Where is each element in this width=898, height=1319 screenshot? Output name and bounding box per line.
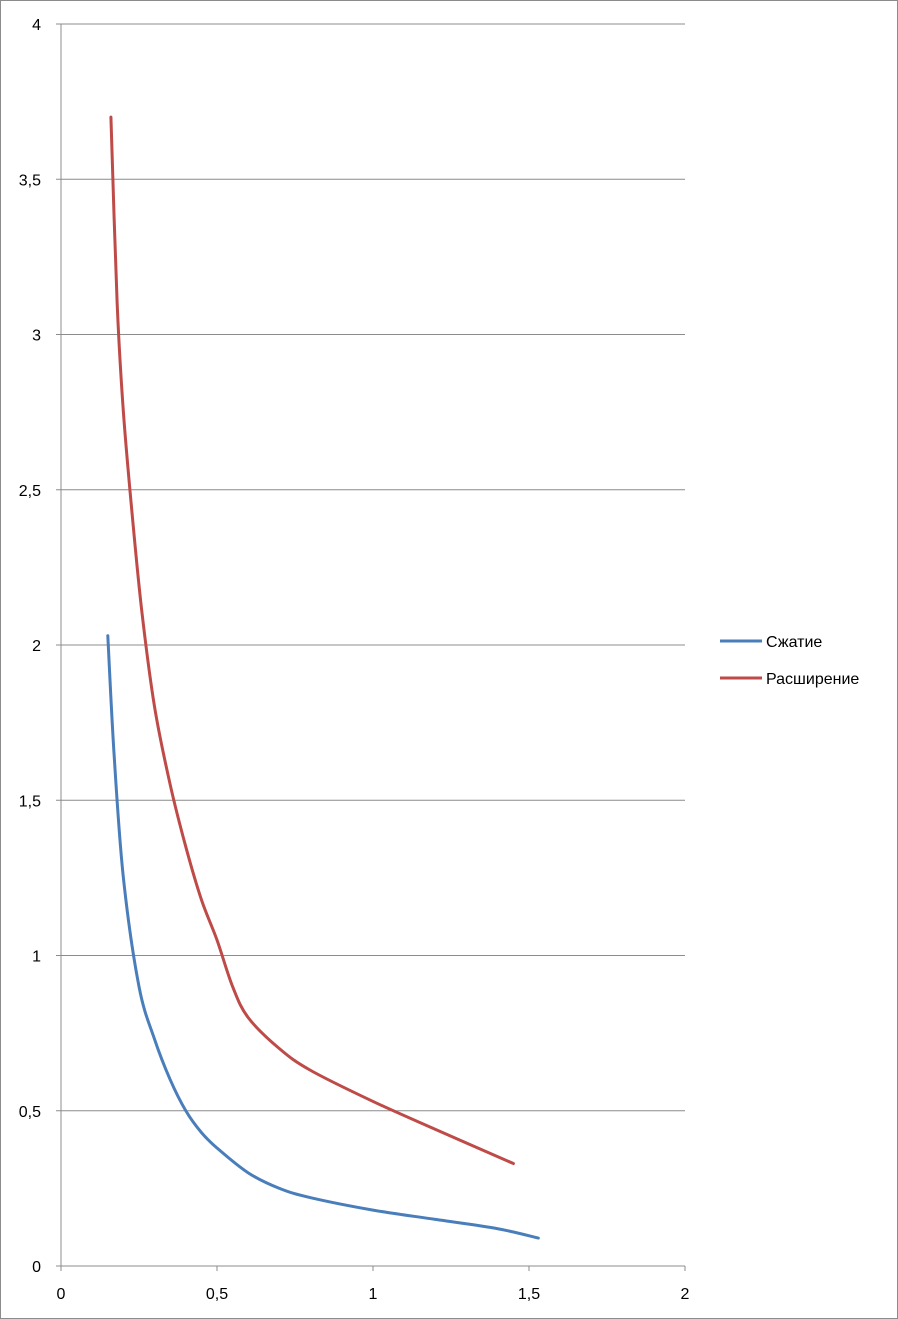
y-tick-label: 2,5 [19, 483, 41, 500]
y-tick-label: 3,5 [19, 172, 41, 189]
x-tick-label: 0 [57, 1286, 66, 1303]
axes [56, 23, 686, 1271]
x-tick-label: 1 [369, 1286, 378, 1303]
x-tick-label: 2 [681, 1286, 690, 1303]
y-tick-label: 1,5 [19, 793, 41, 810]
x-tick-label: 1,5 [518, 1286, 540, 1303]
gridlines [61, 23, 685, 1112]
y-tick-label: 0 [32, 1259, 41, 1276]
y-tick-label: 0,5 [19, 1104, 41, 1121]
y-axis-tick-labels: 0 0,5 1 1,5 2 2,5 3 3,5 4 [19, 17, 41, 1276]
series-line-0 [106, 634, 540, 1240]
x-axis-tick-labels: 0 0,5 1 1,5 2 [57, 1286, 690, 1303]
y-tick-label: 1 [32, 949, 41, 966]
y-tick-label: 4 [32, 17, 41, 34]
legend-label: Расширение [766, 671, 859, 688]
legend: Сжатие Расширение [720, 634, 859, 688]
y-tick-label: 3 [32, 328, 41, 345]
x-tick-label: 0,5 [206, 1286, 228, 1303]
legend-label: Сжатие [766, 634, 822, 651]
series-line-1 [109, 115, 515, 1166]
series-lines [106, 115, 540, 1240]
y-tick-label: 2 [32, 638, 41, 655]
